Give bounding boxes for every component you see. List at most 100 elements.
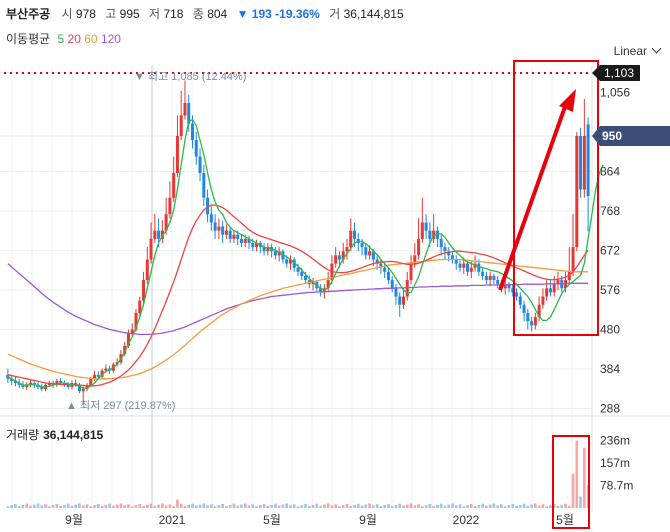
volume-bar	[251, 504, 255, 508]
candle-body	[13, 380, 17, 383]
low-label: 저	[149, 7, 161, 21]
volume-bar	[262, 504, 266, 508]
candle-body	[194, 140, 198, 157]
candle-body	[413, 255, 417, 264]
volume-bar	[191, 503, 194, 508]
volume-bar	[6, 506, 10, 508]
candle-body	[420, 222, 424, 239]
volume-bar	[17, 506, 21, 508]
volume-bar	[469, 504, 473, 508]
candle-body	[582, 135, 586, 190]
volume-bar	[338, 506, 341, 508]
candle-body	[522, 304, 526, 313]
candle-body	[202, 173, 206, 198]
stock-name: 부산주공	[6, 7, 51, 21]
candle-body	[556, 280, 560, 285]
volume-bar	[44, 504, 47, 508]
volume-bar	[243, 503, 247, 508]
candle-body	[518, 296, 522, 305]
ma-5-label: 5	[57, 32, 65, 46]
close-label: 종	[192, 7, 204, 21]
volume-bar	[81, 505, 85, 508]
volume-bar	[477, 504, 481, 508]
volume-bar	[488, 504, 492, 508]
candle-body	[134, 312, 138, 330]
volume-bar	[93, 505, 96, 508]
volume-bar	[372, 505, 375, 508]
scale-dropdown[interactable]: Linear	[613, 43, 662, 58]
candle-body	[552, 284, 556, 293]
candle-body	[224, 230, 228, 235]
candle-body	[394, 288, 398, 297]
axes: 288 384 480 576 672 768 864 1,056 9월 2021 5월 9월 2022…	[65, 85, 633, 527]
high-label: 고	[105, 7, 117, 21]
highlight-box-volume	[552, 435, 590, 529]
y-tick-label: 288	[600, 401, 620, 415]
candle-body	[213, 222, 217, 231]
volume-bar	[74, 504, 78, 508]
volume-bar	[394, 504, 398, 508]
volume-bar	[164, 505, 168, 508]
candle-body	[454, 259, 458, 264]
volume-bar	[398, 503, 402, 508]
candle-body	[55, 380, 59, 386]
volume-bar	[198, 504, 202, 508]
volume-bar	[436, 504, 439, 508]
candle-body	[145, 259, 149, 281]
candle-body	[432, 230, 436, 239]
volume-bar	[85, 504, 89, 508]
volume-bar	[417, 504, 420, 508]
volume-bar	[187, 504, 191, 508]
candle-body	[353, 230, 357, 239]
candle-body	[40, 387, 44, 390]
candle-body	[383, 267, 387, 272]
volume-bar	[552, 504, 556, 508]
candle-body	[17, 382, 21, 386]
candle-body	[300, 271, 304, 276]
volume-bar	[289, 505, 292, 508]
ma-legend[interactable]: 이동평균 5 20 60 120	[6, 30, 121, 47]
candle-body	[488, 275, 492, 281]
volume-bar	[213, 506, 217, 508]
red-arrow-head	[559, 89, 576, 112]
candle-body	[183, 103, 187, 116]
volume-bar	[534, 503, 537, 508]
volume-bar	[48, 506, 51, 508]
candle-body	[466, 263, 470, 272]
ma60-line	[7, 258, 589, 380]
volume-bar	[405, 504, 409, 508]
volume-bar	[292, 504, 296, 508]
y-tick-label: 576	[600, 283, 620, 297]
volume-bar	[134, 505, 138, 508]
scale-label: Linear	[613, 44, 647, 58]
volume-bar	[526, 505, 530, 508]
volume-bar	[119, 503, 123, 508]
volume-bar	[522, 503, 526, 508]
volume-bar	[451, 503, 454, 508]
candle-body	[93, 374, 97, 379]
volume-bar	[112, 505, 115, 508]
candle-body	[236, 234, 240, 239]
candle-body	[567, 271, 571, 281]
candle-body	[545, 288, 549, 297]
volume-bar	[549, 505, 552, 508]
volume-bar	[32, 504, 36, 508]
y-tick-label: 1,056	[600, 85, 630, 99]
candle-body	[179, 115, 183, 136]
candle-body	[398, 296, 402, 305]
volume-bar	[541, 504, 545, 508]
candle-body	[273, 251, 277, 256]
volume-bar	[247, 505, 251, 508]
volume-tick-label: 236m	[600, 434, 630, 448]
candle-body	[296, 267, 300, 272]
volume-tick-label: 78.7m	[600, 479, 633, 493]
y-tick-label: 480	[600, 322, 620, 336]
volume-bar	[123, 505, 127, 508]
volume-bar	[567, 505, 571, 508]
volume-bar	[210, 504, 213, 508]
candle-body	[85, 385, 89, 390]
candle-body	[360, 243, 364, 248]
volume-bar	[157, 504, 160, 508]
volume-panel-title: 거래량	[6, 428, 40, 442]
